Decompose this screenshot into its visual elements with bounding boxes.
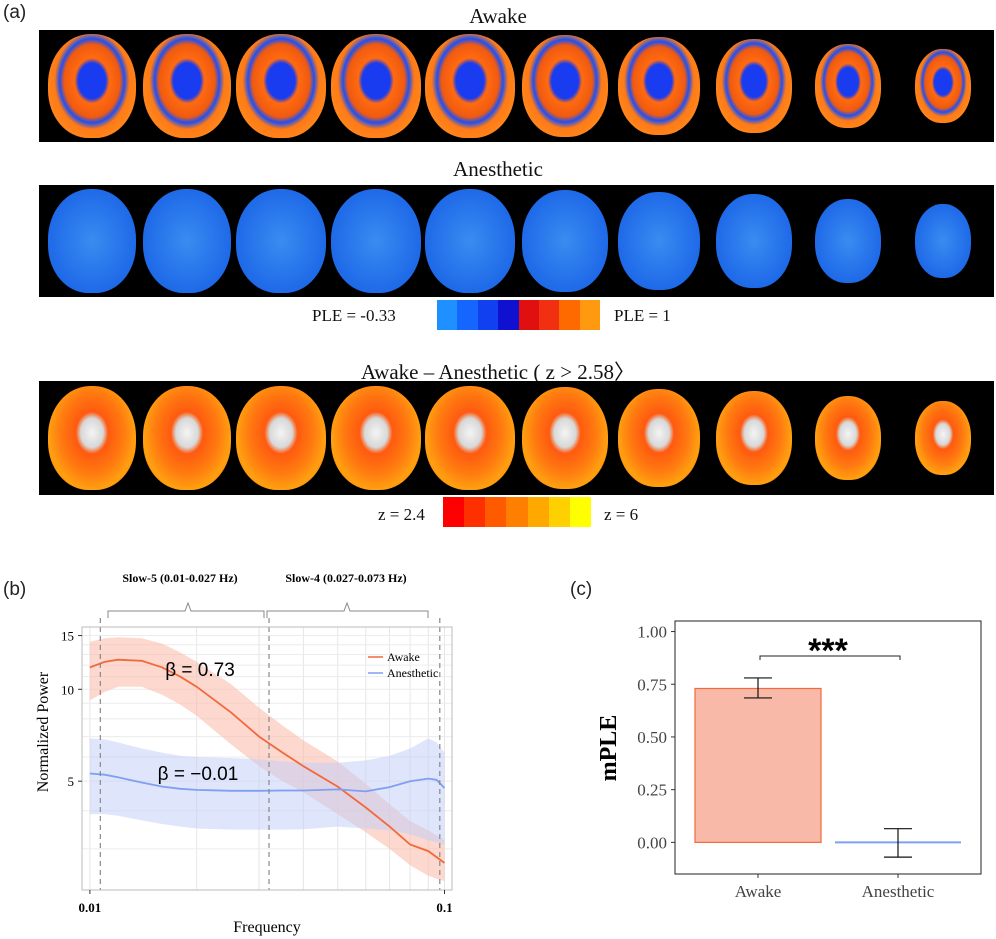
brain-slice: [236, 189, 326, 293]
colorbar-swatch: [538, 300, 560, 330]
brain-slice: [914, 49, 971, 123]
colorbar-swatch: [464, 497, 486, 527]
plot-frame: [81, 626, 453, 891]
significance-stars: ***: [808, 632, 848, 670]
brain-slice: [425, 189, 515, 293]
mple-bar-chart: Awake Anesthetic 0.00 0.25 0.50 0.75 1.00 ***…: [596, 620, 982, 901]
brain-slice: [815, 44, 881, 128]
y-tick-label: 0.50: [637, 728, 667, 747]
brain-slice: [330, 34, 421, 138]
z-colorbar-left-label: z = 2.4: [378, 505, 425, 524]
ple-colorbar-right-label: PLE = 1: [614, 306, 671, 325]
x-tick-label: Awake: [735, 882, 782, 901]
brain-slice: [715, 391, 792, 485]
brain-slice: [425, 386, 515, 490]
plot-frame: [674, 620, 982, 875]
y-tick-label: 5: [68, 774, 75, 789]
brain-slice: [48, 386, 136, 490]
colorbar-swatch: [457, 300, 478, 330]
series-line-awake: [89, 658, 446, 864]
y-tick-label: 15: [61, 629, 74, 644]
slow4-band-label: Slow-4 (0.027-0.073 Hz): [285, 571, 406, 585]
colorbar-swatch: [518, 300, 539, 330]
ple-colorbar-left-label: PLE = -0.33: [312, 306, 396, 325]
x-axis-label: Frequency: [233, 919, 301, 936]
brain-slice: [330, 189, 421, 293]
chart-legend: Awake Anesthetic: [368, 650, 438, 680]
panel-c-label: (c): [570, 579, 593, 600]
y-tick-label: 0.25: [637, 781, 667, 800]
brain-slice: [715, 39, 792, 133]
brain-slice: [142, 189, 231, 293]
y-tick-label: 1.00: [637, 623, 667, 642]
x-tick-label: 0.1: [436, 900, 452, 915]
z-colorbar: [443, 497, 591, 527]
bar-awake: [694, 687, 822, 843]
z-colorbar-right-label: z = 6: [604, 505, 639, 524]
slow5-brace: [107, 601, 265, 618]
brain-slice: [815, 199, 881, 283]
brain-slice-strip-awake: [39, 30, 994, 142]
panel-a-label: (a): [3, 2, 27, 23]
slow4-brace: [266, 601, 429, 618]
brain-slice: [142, 386, 231, 490]
legend-awake-label: Awake: [387, 650, 420, 664]
y-axis-label: Normalized Power: [35, 671, 52, 792]
row-title-awake: Awake: [469, 4, 527, 28]
brain-slice: [48, 34, 136, 138]
brain-slice: [236, 386, 326, 490]
series-line-anesthetic: [89, 772, 446, 793]
row-title-anesthetic: Anesthetic: [453, 157, 543, 181]
beta-awake-label: β = 0.73: [165, 660, 235, 681]
panel-b-label: (b): [3, 579, 27, 600]
brain-slice: [521, 190, 608, 292]
brain-slice: [236, 34, 326, 138]
brain-slice: [521, 35, 608, 137]
colorbar-swatch: [579, 300, 600, 330]
y-tick-label: 0.75: [637, 675, 667, 694]
brain-slice-strip-difference: [39, 381, 994, 495]
significance-bracket: [759, 655, 901, 660]
brain-slice: [521, 387, 608, 489]
x-tick-label: Anesthetic: [862, 882, 935, 901]
row-title-difference: Awake – Anesthetic ( z > 2.58〉: [360, 360, 636, 384]
colorbar-swatch: [443, 497, 465, 527]
colorbar-swatch: [548, 497, 570, 527]
brain-slice-strip-anesthetic: [39, 185, 994, 297]
colorbar-swatch: [527, 497, 549, 527]
brain-slice: [914, 204, 971, 278]
power-spectrum-chart: 0.01 0.1 5 10 15 Slow-5 (0.01-0.027 Hz) Slow…: [35, 571, 453, 936]
brain-slice: [425, 34, 515, 138]
x-tick-label: 0.01: [79, 900, 102, 915]
brain-slice: [330, 386, 421, 490]
brain-slice: [48, 189, 136, 293]
beta-anesthetic-label: β = −0.01: [158, 764, 239, 785]
brain-slice: [618, 389, 700, 487]
brain-slice: [618, 192, 700, 290]
colorbar-swatch: [477, 300, 499, 330]
colorbar-swatch: [569, 497, 591, 527]
slow5-band-label: Slow-5 (0.01-0.027 Hz): [122, 571, 237, 585]
brain-slice: [715, 194, 792, 288]
ple-colorbar: [437, 300, 600, 330]
y-axis-label: mPLE: [596, 715, 622, 782]
brain-slice: [815, 396, 881, 480]
brain-slice: [142, 34, 231, 138]
legend-anesthetic-label: Anesthetic: [387, 666, 438, 680]
brain-slice: [914, 401, 971, 475]
colorbar-swatch: [506, 497, 528, 527]
colorbar-swatch: [498, 300, 519, 330]
colorbar-swatch: [437, 300, 458, 330]
colorbar-swatch: [559, 300, 580, 330]
brain-slice: [618, 37, 700, 135]
y-tick-label: 0.00: [637, 833, 667, 852]
colorbar-swatch: [485, 497, 507, 527]
y-tick-label: 10: [61, 682, 74, 697]
